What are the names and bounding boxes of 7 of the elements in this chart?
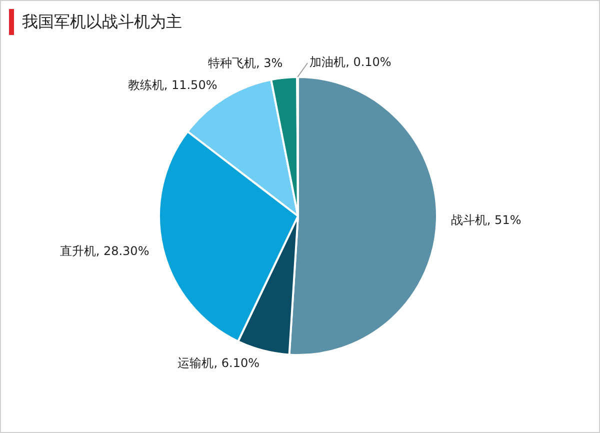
slice-label: 运输机, 6.10%	[178, 356, 260, 370]
slice-label: 加油机, 0.10%	[310, 55, 392, 70]
slice-label: 直升机, 28.30%	[60, 244, 150, 258]
slice-label: 特种飞机, 3%	[208, 56, 283, 70]
slice-label: 战斗机, 51%	[450, 212, 522, 227]
slice-label: 教练机, 11.50%	[128, 78, 218, 92]
chart-title: 我国军机以战斗机为主	[22, 12, 182, 32]
